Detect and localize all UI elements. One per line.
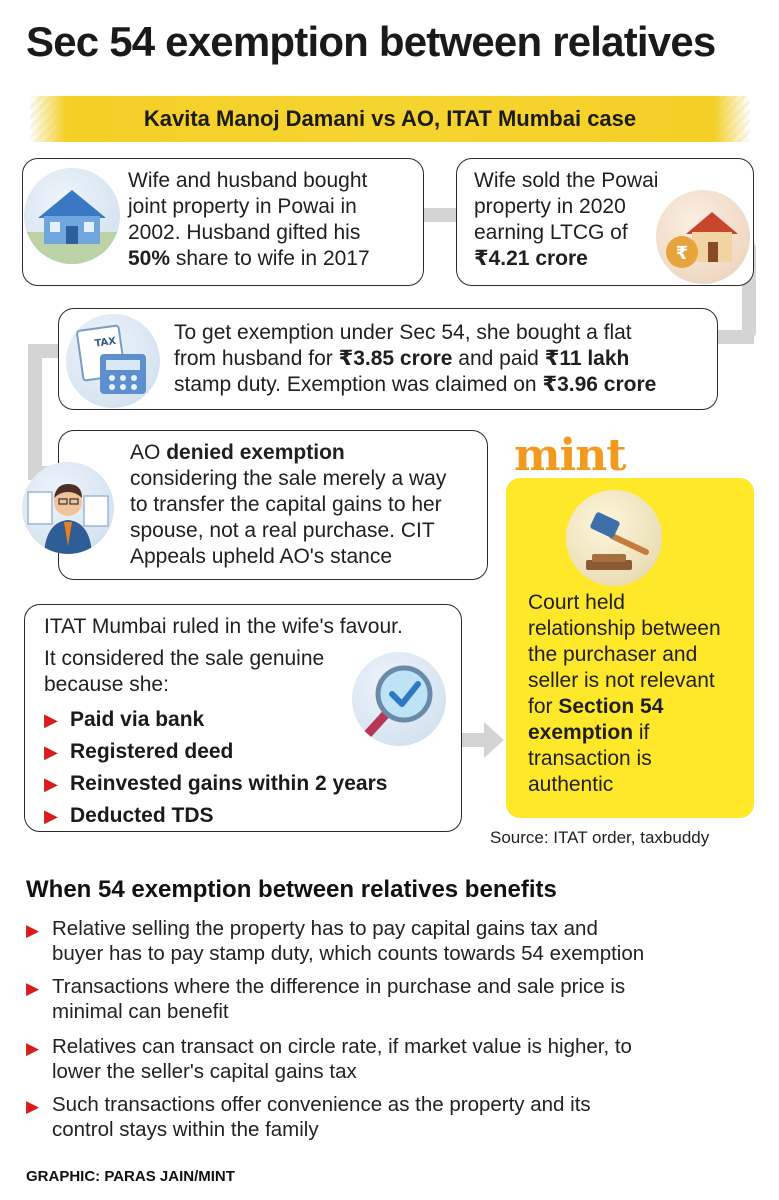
list-item: ▶ Deducted TDS [44,800,444,832]
card-itat-ruling [24,604,462,832]
bullet-icon: ▶ [44,806,58,826]
card-itat-ruling-text: ITAT Mumbai ruled in the wife's favour. … [44,615,403,696]
bullet-icon: ▶ [44,742,58,762]
page-title: Sec 54 exemption between relatives [26,18,716,65]
itat-reasons-list: ▶ Paid via bank ▶ Registered deed ▶ Reinves… [44,704,444,832]
card-ao-denied [58,430,488,580]
bullet-icon: ▶ [26,1039,40,1058]
list-item: ▶ Relative selling the property has to p… [26,917,645,965]
court-held-text: Court held relationship between the purc… [528,591,721,796]
card-joint-property-text: Wife and husband bought joint property i… [128,169,370,270]
house-rupee-icon: ₹ [656,190,750,284]
card-flat-purchase [58,308,718,410]
source-note: Source: ITAT order, taxbuddy [490,828,710,847]
list-item: ▶ Such transactions offer convenience as… [26,1093,591,1141]
list-item: ▶ Reinvested gains within 2 years [44,768,444,800]
bullet-icon: ▶ [26,921,40,940]
house-icon [24,168,120,264]
connector-line [460,733,486,747]
list-item: ▶ Registered deed [44,736,444,768]
bullet-icon: ▶ [44,774,58,794]
arrow-icon [484,722,504,758]
magnifier-check-icon [352,652,446,746]
list-item: ▶ Transactions where the difference in p… [26,975,626,1023]
businessman-icon [22,462,114,554]
gavel-icon [566,490,662,586]
graphic-credit: GRAPHIC: PARAS JAIN/MINT [26,1168,235,1185]
connector-line [420,208,462,222]
card-property-sold-text: Wife sold the Powai property in 2020 ear… [474,169,659,270]
bullet-icon: ▶ [26,979,40,998]
svg-text:TAX: TAX [94,336,117,350]
tax-calculator-icon: TAX [66,314,160,408]
subtitle-banner: Kavita Manoj Damani vs AO, ITAT Mumbai c… [30,96,750,142]
benefits-heading: When 54 exemption between relatives bene… [26,876,557,903]
connector-line [28,344,42,478]
connector-line [718,330,754,344]
mint-logo: mint [514,430,627,481]
bullet-icon: ▶ [26,1097,40,1116]
card-flat-purchase-text: To get exemption under Sec 54, she bough… [174,321,657,396]
svg-text:₹: ₹ [676,243,689,264]
card-ao-denied-text: AO denied exemption considering the sale… [130,441,447,568]
list-item: ▶ Paid via bank [44,704,444,736]
list-item: ▶ Relatives can transact on circle rate,… [26,1035,632,1083]
bullet-icon: ▶ [44,710,58,730]
